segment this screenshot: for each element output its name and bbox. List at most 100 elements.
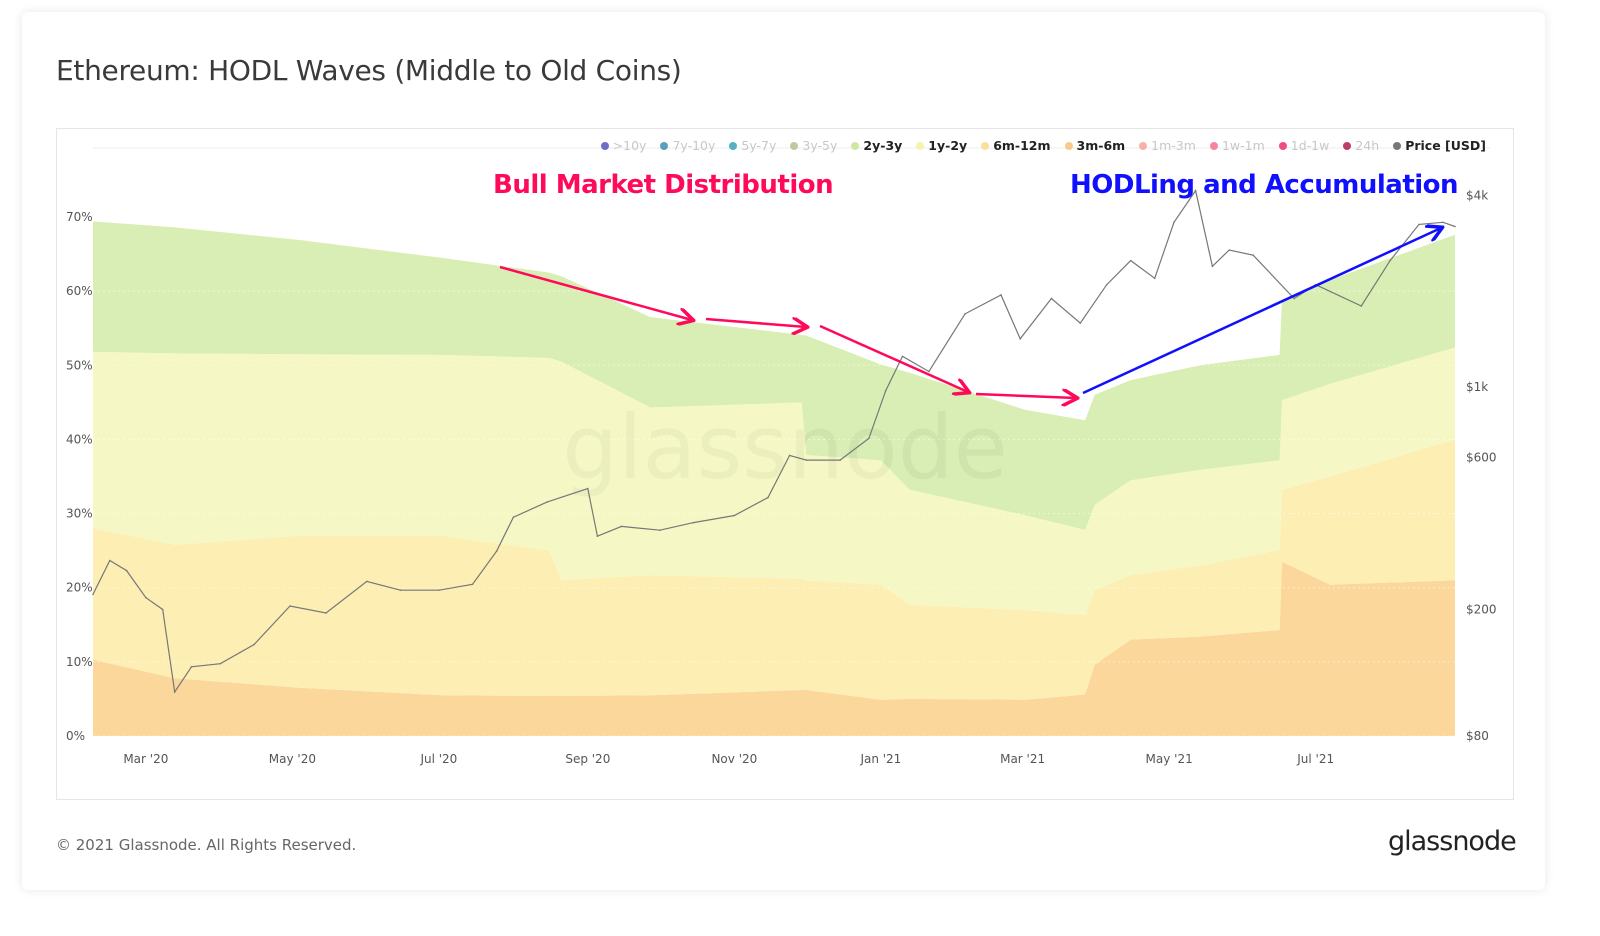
- legend-item-5y-7y[interactable]: 5y-7y: [729, 138, 776, 153]
- price-point: [587, 487, 589, 490]
- distribution-arrow-2: [705, 319, 806, 327]
- price-point: [659, 529, 661, 532]
- legend-item-3m-6m[interactable]: 3m-6m: [1064, 138, 1126, 153]
- legend-item-3y-5y[interactable]: 3y-5y: [790, 138, 837, 153]
- legend-label: 24h: [1355, 138, 1380, 153]
- legend-label: 1d-1w: [1290, 138, 1330, 153]
- price-point: [495, 550, 498, 552]
- glassnode-logo[interactable]: glassnode: [1388, 826, 1517, 857]
- price-point: [1079, 322, 1082, 324]
- x-tick-label: May '20: [269, 752, 316, 766]
- price-point: [1173, 221, 1175, 224]
- distribution-arrow-1: [499, 265, 692, 320]
- band-6m-12m: [93, 439, 1455, 700]
- price-point: [1360, 305, 1363, 307]
- legend-item-6m-12m[interactable]: 6m-12m: [981, 138, 1051, 153]
- x-tick-label: Mar '21: [1000, 752, 1045, 766]
- price-point: [512, 516, 515, 519]
- price-point: [1228, 249, 1231, 251]
- price-point: [190, 666, 193, 668]
- price-point: [1153, 277, 1156, 280]
- y-tick-label: 40%: [66, 432, 93, 446]
- chart-legend: >10y 7y-10y 5y-7y 3y-5y 2y-3y 1y-2y 6m-12m 3m-6…: [600, 138, 1486, 153]
- legend-item-price-usd-[interactable]: Price [USD]: [1393, 138, 1486, 153]
- price-point: [1252, 254, 1255, 257]
- legend-dot-icon: [851, 141, 860, 150]
- legend-label: 1w-1m: [1221, 138, 1265, 153]
- legend-label: 2y-3y: [863, 138, 903, 153]
- band-1y-2y: [93, 347, 1455, 616]
- y2-tick-label: $1k: [1466, 380, 1488, 394]
- legend-dot-icon: [1278, 141, 1287, 150]
- price-line: [92, 189, 1456, 694]
- y2-tick-label: $200: [1466, 602, 1497, 616]
- legend-dot-icon: [790, 141, 799, 150]
- y-tick-label: 60%: [66, 284, 93, 298]
- price-point: [325, 612, 327, 614]
- price-point: [1293, 297, 1295, 300]
- price-point: [109, 559, 111, 562]
- legend-dot-icon: [981, 141, 990, 150]
- price-point: [1050, 297, 1053, 300]
- legend-dot-icon: [1064, 141, 1073, 150]
- price-point: [620, 525, 623, 528]
- legend-label: 1m-3m: [1151, 138, 1196, 153]
- legend-item-1d-1w[interactable]: 1d-1w: [1278, 138, 1330, 153]
- legend-dot-icon: [1343, 141, 1352, 150]
- price-point: [173, 691, 176, 693]
- legend-label: 3m-6m: [1076, 138, 1126, 153]
- y-tick-label: 50%: [66, 358, 93, 372]
- price-point: [805, 459, 808, 461]
- price-point: [1194, 189, 1197, 192]
- price-point: [366, 580, 368, 583]
- legend-item-1y-2y[interactable]: 1y-2y: [916, 138, 967, 153]
- legend-dot-icon: [1209, 141, 1218, 150]
- legend-label: Price [USD]: [1405, 138, 1486, 153]
- x-tick-label: Nov '20: [711, 752, 757, 766]
- chart-frame: [56, 128, 1514, 800]
- legend-dot-icon: [1393, 141, 1402, 150]
- legend-item--10y[interactable]: >10y: [600, 138, 646, 153]
- price-point: [161, 608, 164, 611]
- legend-item-2y-3y[interactable]: 2y-3y: [851, 138, 902, 153]
- price-point: [964, 313, 966, 315]
- annotation-bull-market-distribution: Bull Market Distribution: [493, 170, 834, 200]
- legend-dot-icon: [600, 141, 609, 150]
- price-point: [438, 589, 440, 591]
- price-point: [767, 496, 769, 499]
- legend-label: 6m-12m: [993, 138, 1051, 153]
- distribution-arrow-4: [975, 394, 1076, 398]
- legend-dot-icon: [1139, 141, 1148, 150]
- y2-tick-label: $600: [1466, 451, 1497, 465]
- legend-item-24h[interactable]: 24h: [1343, 138, 1379, 153]
- annotation-arrows: [499, 228, 1441, 398]
- price-point: [1129, 259, 1132, 262]
- legend-item-1m-3m[interactable]: 1m-3m: [1139, 138, 1196, 153]
- legend-label: 7y-10y: [672, 138, 716, 153]
- price-point: [219, 662, 222, 665]
- legend-label: 3y-5y: [802, 138, 838, 153]
- y-tick-label: 20%: [66, 581, 93, 595]
- legend-item-7y-10y[interactable]: 7y-10y: [660, 138, 715, 153]
- x-tick-label: Jan '21: [859, 752, 901, 766]
- price-point: [1418, 223, 1420, 226]
- y-tick-label: 0%: [66, 729, 85, 743]
- y2-tick-label: $80: [1466, 729, 1489, 743]
- band-3m-6m: [93, 561, 1455, 736]
- legend-item-1w-1m[interactable]: 1w-1m: [1209, 138, 1265, 153]
- legend-dot-icon: [729, 141, 738, 150]
- x-tick-label: Sep '20: [565, 752, 610, 766]
- page-title: Ethereum: HODL Waves (Middle to Old Coin…: [56, 54, 682, 87]
- legend-label: 1y-2y: [928, 138, 968, 153]
- x-tick-label: May '21: [1146, 752, 1193, 766]
- price-point: [1442, 221, 1444, 224]
- distribution-arrow-3: [819, 324, 968, 392]
- price-point: [289, 605, 291, 607]
- y-tick-label: 30%: [66, 507, 93, 521]
- price-point: [145, 596, 147, 599]
- price-point: [471, 583, 474, 586]
- price-point: [868, 437, 870, 440]
- price-point: [928, 370, 930, 373]
- y-tick-label: 70%: [66, 210, 93, 224]
